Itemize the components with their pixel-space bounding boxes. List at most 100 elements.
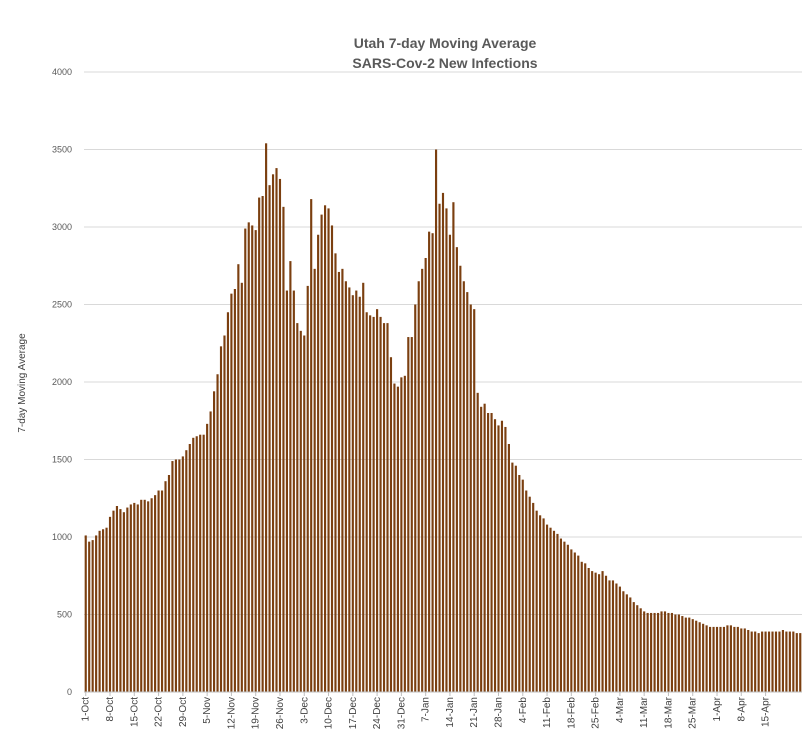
bar xyxy=(601,571,604,692)
bars xyxy=(84,143,802,693)
bar xyxy=(691,619,694,692)
bar xyxy=(265,143,268,693)
bar xyxy=(598,574,601,692)
bar xyxy=(656,612,660,692)
bar xyxy=(88,541,91,692)
bar xyxy=(663,611,667,692)
bar xyxy=(216,374,219,692)
bar xyxy=(133,502,136,692)
bar xyxy=(480,406,483,692)
bar xyxy=(490,413,493,692)
y-tick-label: 2500 xyxy=(52,300,72,310)
bar xyxy=(292,290,295,692)
bar xyxy=(421,268,424,692)
bar xyxy=(729,625,732,692)
x-tick-label: 8-Apr xyxy=(736,696,747,721)
bar xyxy=(441,192,445,692)
bar xyxy=(174,459,177,692)
bar xyxy=(154,495,157,692)
bar xyxy=(143,499,146,692)
bar xyxy=(150,498,153,692)
bar xyxy=(206,423,209,692)
bar xyxy=(306,285,309,692)
x-tick-label: 3-Dec xyxy=(299,697,310,724)
x-tick-label: 15-Oct xyxy=(129,697,140,727)
x-tick-label: 14-Jan xyxy=(445,697,456,728)
bar xyxy=(164,481,167,692)
y-tick-label: 4000 xyxy=(52,67,72,77)
bar xyxy=(587,568,590,692)
bar xyxy=(410,337,413,692)
bar xyxy=(362,282,365,692)
bar xyxy=(733,626,736,692)
bar xyxy=(507,444,510,692)
bar xyxy=(414,304,417,692)
bar xyxy=(157,490,160,692)
chart-subtitle: SARS-Cov-2 New Infections xyxy=(352,55,537,71)
bar xyxy=(719,626,722,692)
bar xyxy=(722,626,726,692)
bar xyxy=(452,202,455,692)
bar xyxy=(95,535,98,692)
x-tick-label: 22-Oct xyxy=(154,697,165,727)
bar xyxy=(785,631,788,692)
bar xyxy=(469,304,472,692)
bar xyxy=(636,605,639,692)
bar xyxy=(171,461,174,692)
bar xyxy=(136,504,139,692)
bar xyxy=(504,426,507,692)
bar xyxy=(417,281,420,692)
bar xyxy=(438,203,441,692)
bar xyxy=(369,315,372,692)
y-axis-ticks: 0 500 1000 1500 2000 2500 3000 3500 4000 xyxy=(52,67,72,697)
x-tick-label: 31-Dec xyxy=(396,697,407,729)
bar xyxy=(167,475,171,692)
bar xyxy=(670,612,673,692)
y-tick-label: 2000 xyxy=(52,377,72,387)
bar xyxy=(528,496,531,692)
bar xyxy=(518,475,521,692)
bar xyxy=(795,633,798,692)
bar xyxy=(445,208,448,692)
bar xyxy=(119,509,122,692)
bar xyxy=(254,230,257,692)
y-tick-label: 1000 xyxy=(52,532,72,542)
bar xyxy=(715,626,719,692)
bar xyxy=(497,425,500,692)
bar xyxy=(251,225,254,692)
bar xyxy=(219,346,223,692)
x-tick-label: 25-Feb xyxy=(591,697,602,729)
bar xyxy=(712,626,715,692)
x-tick-label: 10-Dec xyxy=(324,697,335,729)
bar xyxy=(400,377,403,692)
y-tick-label: 1500 xyxy=(52,455,72,465)
bar xyxy=(580,561,583,692)
bar xyxy=(660,611,663,692)
bar xyxy=(594,572,597,692)
bar xyxy=(341,268,344,692)
bar xyxy=(126,507,129,692)
bar xyxy=(653,612,656,692)
bar xyxy=(542,518,545,692)
x-tick-label: 28-Jan xyxy=(493,697,504,728)
bar xyxy=(379,316,382,692)
bar xyxy=(608,580,611,692)
bar xyxy=(514,465,517,692)
bar xyxy=(487,413,490,692)
x-tick-label: 12-Nov xyxy=(226,697,237,729)
bar xyxy=(296,323,299,692)
bar xyxy=(355,290,358,692)
x-tick-label: 18-Mar xyxy=(663,696,674,728)
bar xyxy=(285,290,288,692)
bar xyxy=(330,225,334,692)
bar xyxy=(428,231,431,692)
bar xyxy=(684,617,687,692)
bar xyxy=(639,608,642,692)
x-tick-label: 18-Feb xyxy=(566,697,577,729)
bar xyxy=(323,205,327,693)
x-tick-label: 11-Feb xyxy=(542,697,553,728)
bar xyxy=(462,281,465,692)
bar xyxy=(403,375,406,692)
bar xyxy=(178,459,181,692)
